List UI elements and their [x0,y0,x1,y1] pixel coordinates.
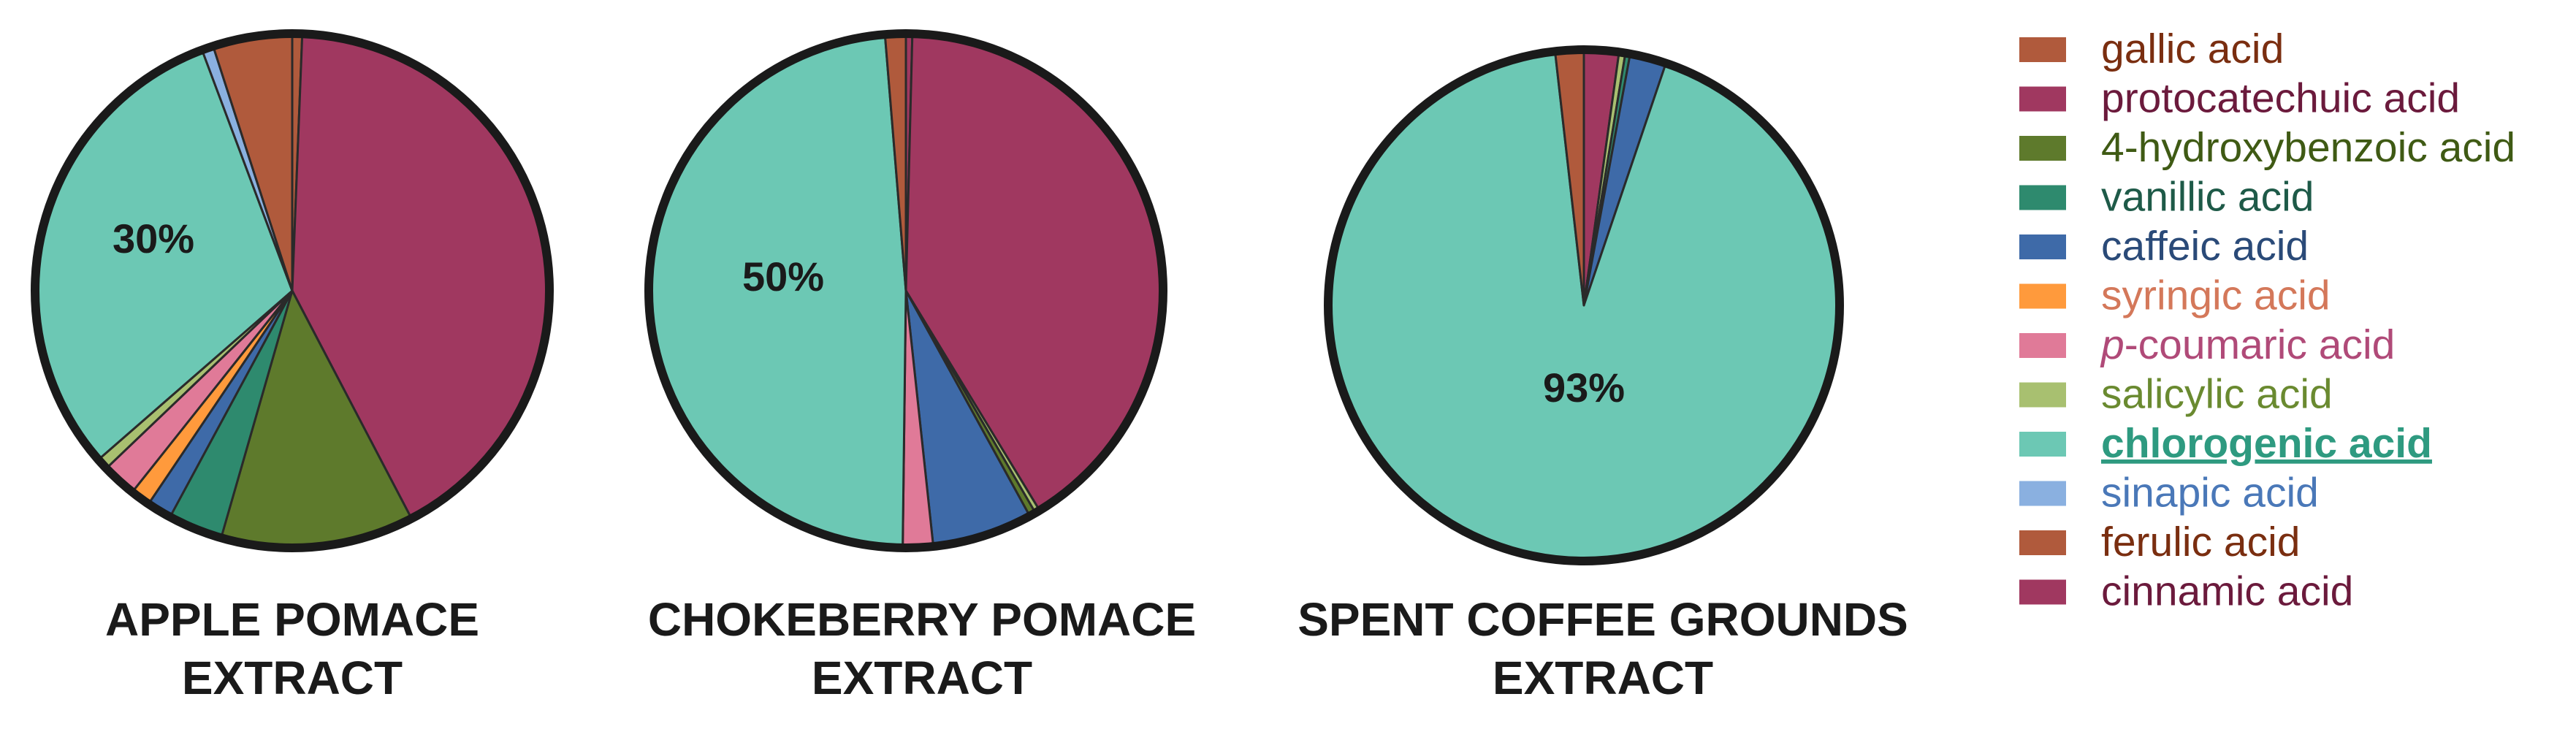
pie-outline [1324,45,1844,565]
legend-item-p-coumaric-acid: p-coumaric acid [2019,321,2395,368]
pie-title-line-1: CHOKEBERRY POMACE [648,593,1196,646]
legend-item-4-hydroxybenzoic-acid: 4-hydroxybenzoic acid [2019,124,2515,171]
legend-label-text: protocatechuic acid [2101,75,2460,122]
legend-item-sinapic-acid: sinapic acid [2019,470,2319,516]
pie-title-line-1: APPLE POMACE [105,593,479,646]
legend-item-protocatechuic-acid: protocatechuic acid [2019,75,2460,122]
legend-label: chlorogenic acid [2101,420,2432,467]
legend-label-text: -coumaric acid [2125,321,2396,368]
legend-swatch [2019,37,2066,62]
legend-label: protocatechuic acid [2101,75,2460,122]
legend-item-cinnamic-acid: cinnamic acid [2019,568,2353,615]
pie-outline [644,29,1167,552]
legend-label: gallic acid [2101,26,2284,72]
pie-charts-group: 30% APPLE POMACE EXTRACT 50% CHOKEBERRY POMA… [31,29,1908,704]
pie-data-label: 50% [742,253,824,300]
legend-label-text: gallic acid [2101,26,2284,72]
legend-label: p-coumaric acid [2100,321,2395,368]
legend-swatch [2019,283,2066,309]
legend-item-caffeic-acid: caffeic acid [2019,223,2309,270]
pie-data-label: 30% [113,215,194,262]
legend-label-text: syringic acid [2101,272,2331,319]
legend-label: salicylic acid [2101,371,2333,418]
legend-item-syringic-acid: syringic acid [2019,272,2331,319]
pie-title-line-1: SPENT COFFEE GROUNDS [1297,593,1908,646]
legend-swatch [2019,481,2066,506]
legend-item-chlorogenic-acid: chlorogenic acid [2019,420,2432,467]
legend-label-text: vanillic acid [2101,174,2314,221]
pie-title-line-2: EXTRACT [1493,652,1713,704]
legend-label: caffeic acid [2101,223,2309,270]
pie-chart-3: 93% SPENT COFFEE GROUNDS EXTRACT [1297,45,1908,704]
legend-label: vanillic acid [2101,174,2314,221]
legend-label-text: 4-hydroxybenzoic acid [2101,124,2515,171]
pie-chart-1: 30% APPLE POMACE EXTRACT [31,29,554,704]
legend-label-text: caffeic acid [2101,223,2309,270]
legend-label-italic-prefix: p [2100,321,2125,368]
legend-label: syringic acid [2101,272,2331,319]
legend-item-salicylic-acid: salicylic acid [2019,371,2333,418]
pie-title-line-2: EXTRACT [182,652,403,704]
legend-swatch [2019,382,2066,408]
legend-label-text: cinnamic acid [2101,568,2353,615]
pie-data-label: 93% [1543,365,1625,411]
legend-item-ferulic-acid: ferulic acid [2019,519,2300,565]
pie-outline [31,29,554,552]
legend-label-text: sinapic acid [2101,470,2319,516]
legend-label: ferulic acid [2101,519,2300,565]
legend-swatch [2019,136,2066,161]
legend-swatch [2019,86,2066,112]
legend-label-text: chlorogenic acid [2101,420,2432,467]
legend-item-vanillic-acid: vanillic acid [2019,174,2314,221]
legend-label-text: ferulic acid [2101,519,2300,565]
legend-swatch [2019,530,2066,555]
legend-label-text: salicylic acid [2101,371,2333,418]
legend-item-gallic-acid: gallic acid [2019,26,2284,72]
legend-swatch [2019,333,2066,358]
legend-label: cinnamic acid [2101,568,2353,615]
legend-swatch [2019,234,2066,259]
legend-label: sinapic acid [2101,470,2319,516]
legend-swatch [2019,579,2066,605]
legend-swatch [2019,185,2066,210]
legend-label: 4-hydroxybenzoic acid [2101,124,2515,171]
legend-swatch [2019,432,2066,457]
pie-chart-2: 50% CHOKEBERRY POMACE EXTRACT [644,29,1196,704]
pie-title-line-2: EXTRACT [812,652,1032,704]
